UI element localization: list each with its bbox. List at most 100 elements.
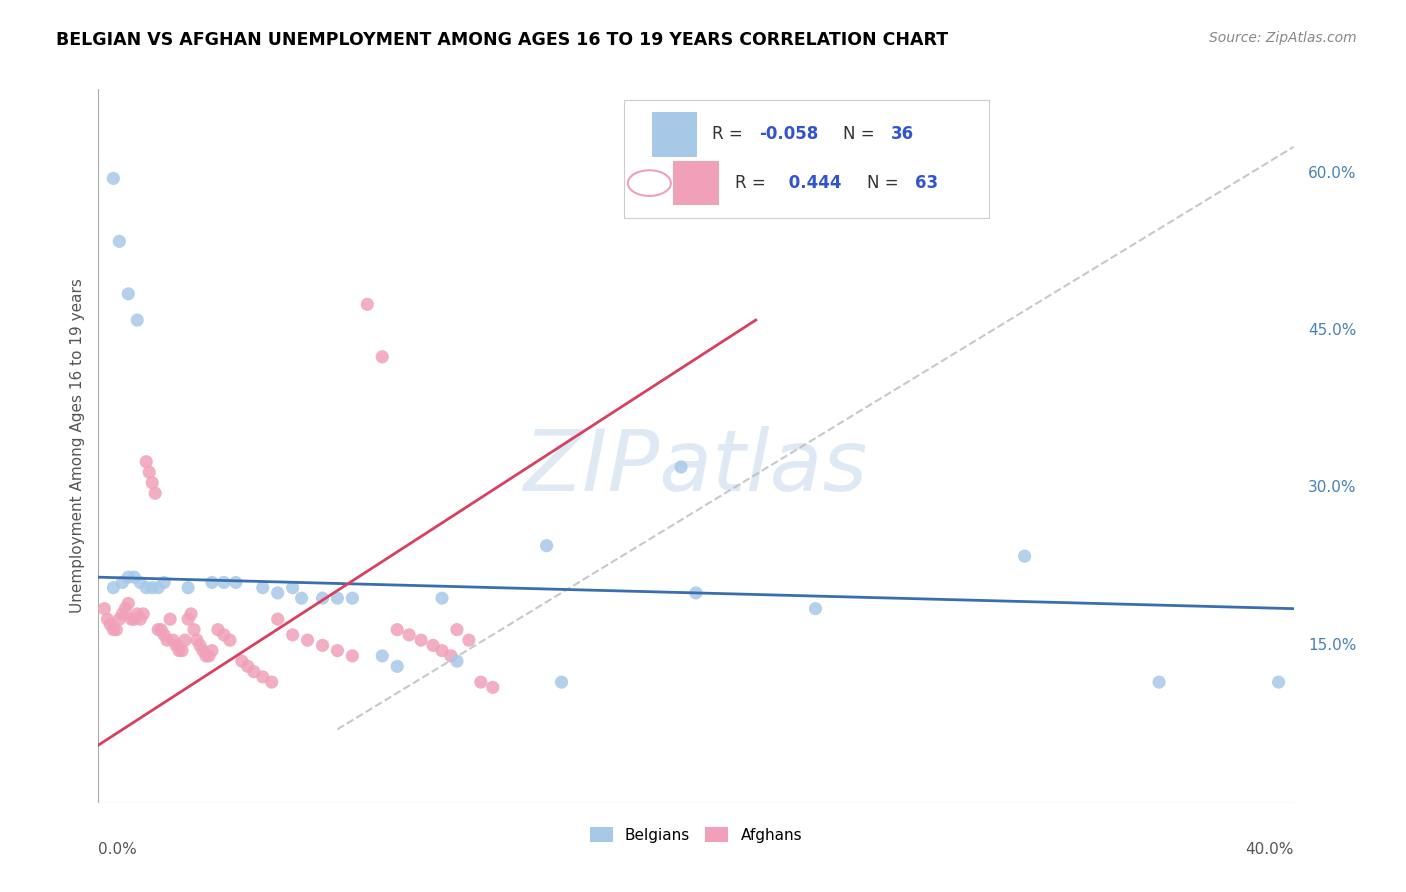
Point	[385, 623, 409, 637]
Point	[96, 612, 118, 626]
Point	[550, 675, 572, 690]
Point	[186, 633, 208, 648]
Point	[411, 633, 433, 648]
Point	[153, 575, 176, 590]
Point	[165, 639, 187, 653]
Text: 15.0%: 15.0%	[1308, 638, 1357, 653]
Point	[219, 633, 242, 648]
Point	[103, 171, 125, 186]
Point	[120, 612, 142, 626]
Point	[430, 643, 453, 657]
Point	[225, 575, 247, 590]
Point	[141, 581, 163, 595]
Text: R =: R =	[711, 126, 748, 144]
Point	[311, 591, 333, 606]
Point	[430, 591, 453, 606]
Point	[177, 612, 200, 626]
Point	[482, 681, 505, 695]
Circle shape	[628, 170, 671, 196]
Point	[183, 623, 205, 637]
Point	[458, 633, 481, 648]
Point	[111, 607, 134, 621]
Point	[1147, 675, 1170, 690]
FancyBboxPatch shape	[673, 161, 718, 205]
Point	[212, 628, 235, 642]
Text: 60.0%: 60.0%	[1308, 166, 1357, 181]
Point	[446, 623, 468, 637]
Point	[188, 639, 211, 653]
Point	[124, 612, 146, 626]
Point	[326, 643, 349, 657]
Legend: Belgians, Afghans: Belgians, Afghans	[583, 821, 808, 848]
Point	[156, 633, 179, 648]
Point	[356, 297, 378, 311]
Point	[342, 591, 364, 606]
Text: Source: ZipAtlas.com: Source: ZipAtlas.com	[1209, 31, 1357, 45]
Point	[129, 612, 152, 626]
Point	[117, 570, 139, 584]
Text: -0.058: -0.058	[759, 126, 818, 144]
Point	[138, 465, 160, 479]
Point	[108, 612, 131, 626]
Point	[536, 539, 558, 553]
Point	[98, 617, 122, 632]
Point	[108, 235, 131, 249]
Point	[167, 643, 190, 657]
Point	[127, 313, 149, 327]
Point	[103, 581, 125, 595]
Text: 40.0%: 40.0%	[1246, 842, 1294, 857]
Point	[252, 581, 274, 595]
Point	[281, 628, 304, 642]
Point	[252, 670, 274, 684]
Point	[470, 675, 492, 690]
Point	[105, 623, 128, 637]
Point	[177, 581, 200, 595]
Point	[127, 607, 149, 621]
Y-axis label: Unemployment Among Ages 16 to 19 years: Unemployment Among Ages 16 to 19 years	[69, 278, 84, 614]
Point	[371, 350, 394, 364]
Point	[93, 601, 115, 615]
Point	[1014, 549, 1036, 564]
Text: 36: 36	[891, 126, 914, 144]
Point	[201, 643, 224, 657]
FancyBboxPatch shape	[624, 100, 988, 218]
Point	[231, 654, 253, 668]
Point	[174, 633, 197, 648]
Point	[267, 612, 290, 626]
Point	[195, 648, 218, 663]
Text: BELGIAN VS AFGHAN UNEMPLOYMENT AMONG AGES 16 TO 19 YEARS CORRELATION CHART: BELGIAN VS AFGHAN UNEMPLOYMENT AMONG AGE…	[56, 31, 949, 49]
Text: 30.0%: 30.0%	[1308, 481, 1357, 495]
Point	[236, 659, 259, 673]
Point	[103, 623, 125, 637]
Point	[297, 633, 319, 648]
Point	[111, 575, 134, 590]
Point	[804, 601, 827, 615]
Point	[243, 665, 266, 679]
Point	[162, 633, 184, 648]
Text: 0.0%: 0.0%	[98, 842, 138, 857]
Point	[326, 591, 349, 606]
Point	[117, 286, 139, 301]
Point	[398, 628, 420, 642]
Point	[207, 623, 229, 637]
Point	[153, 628, 176, 642]
Point	[159, 612, 181, 626]
Point	[281, 581, 304, 595]
Point	[422, 639, 444, 653]
Text: 45.0%: 45.0%	[1308, 323, 1357, 338]
Point	[135, 455, 157, 469]
Point	[311, 639, 333, 653]
Point	[267, 586, 290, 600]
Point	[212, 575, 235, 590]
Point	[291, 591, 314, 606]
Point	[180, 607, 202, 621]
Point	[172, 643, 194, 657]
Point	[124, 570, 146, 584]
Point	[148, 581, 170, 595]
Point	[132, 607, 155, 621]
Text: N =: N =	[868, 174, 904, 192]
Point	[117, 596, 139, 610]
Point	[150, 623, 173, 637]
Point	[260, 675, 283, 690]
Point	[135, 581, 157, 595]
